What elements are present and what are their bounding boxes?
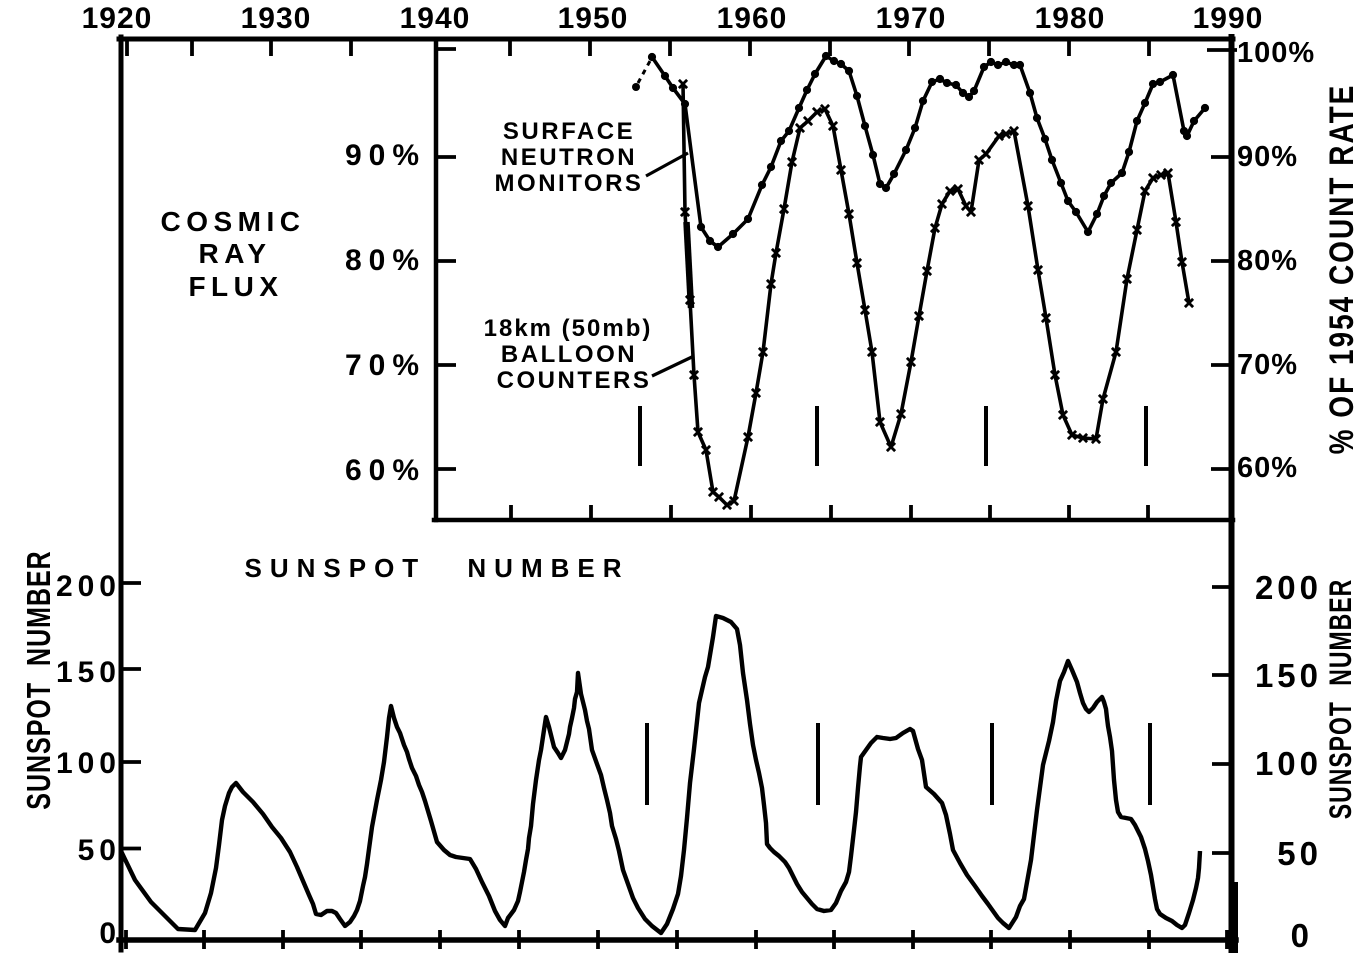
svg-text:150: 150 — [1255, 657, 1322, 694]
svg-text:FLUX: FLUX — [188, 271, 283, 302]
svg-text:50: 50 — [78, 834, 121, 867]
svg-text:100: 100 — [56, 747, 121, 780]
svg-text:1920: 1920 — [82, 2, 153, 35]
svg-text:70%: 70% — [1237, 349, 1298, 381]
svg-text:SUNSPOT NUMBER: SUNSPOT NUMBER — [244, 553, 629, 583]
svg-text:0: 0 — [99, 917, 121, 950]
svg-text:1980: 1980 — [1035, 2, 1106, 35]
svg-text:0: 0 — [1291, 917, 1313, 953]
svg-text:COSMIC: COSMIC — [161, 206, 306, 237]
svg-text:18km (50mb): 18km (50mb) — [484, 315, 653, 342]
svg-text:70%: 70% — [345, 349, 426, 382]
svg-text:1930: 1930 — [241, 2, 312, 35]
svg-text:90%: 90% — [345, 139, 426, 172]
svg-text:150: 150 — [56, 656, 121, 689]
svg-text:SUNSPOT NUMBER: SUNSPOT NUMBER — [1323, 579, 1358, 819]
svg-text:90%: 90% — [1237, 141, 1298, 173]
svg-text:1990: 1990 — [1193, 2, 1264, 35]
svg-text:NEUTRON: NEUTRON — [501, 144, 637, 171]
svg-text:1940: 1940 — [400, 2, 471, 35]
svg-text:SUNSPOT NUMBER: SUNSPOT NUMBER — [20, 550, 58, 809]
svg-text:50: 50 — [1277, 835, 1322, 872]
svg-text:200: 200 — [1255, 569, 1322, 606]
svg-text:100%: 100% — [1237, 37, 1315, 69]
svg-text:80%: 80% — [345, 244, 426, 277]
svg-text:% OF 1954 COUNT RATE: % OF 1954 COUNT RATE — [1322, 84, 1360, 455]
svg-text:SURFACE: SURFACE — [503, 118, 635, 145]
svg-text:1960: 1960 — [717, 2, 788, 35]
svg-text:MONITORS: MONITORS — [495, 170, 644, 197]
svg-text:1950: 1950 — [558, 2, 629, 35]
svg-text:80%: 80% — [1237, 245, 1298, 277]
svg-text:RAY: RAY — [198, 238, 271, 269]
svg-text:BALLOON: BALLOON — [501, 341, 637, 368]
svg-text:1970: 1970 — [876, 2, 947, 35]
svg-text:100: 100 — [1255, 745, 1322, 782]
svg-text:COUNTERS: COUNTERS — [497, 367, 652, 394]
svg-text:60%: 60% — [345, 454, 426, 487]
svg-text:60%: 60% — [1237, 452, 1298, 484]
svg-text:200: 200 — [56, 570, 121, 603]
